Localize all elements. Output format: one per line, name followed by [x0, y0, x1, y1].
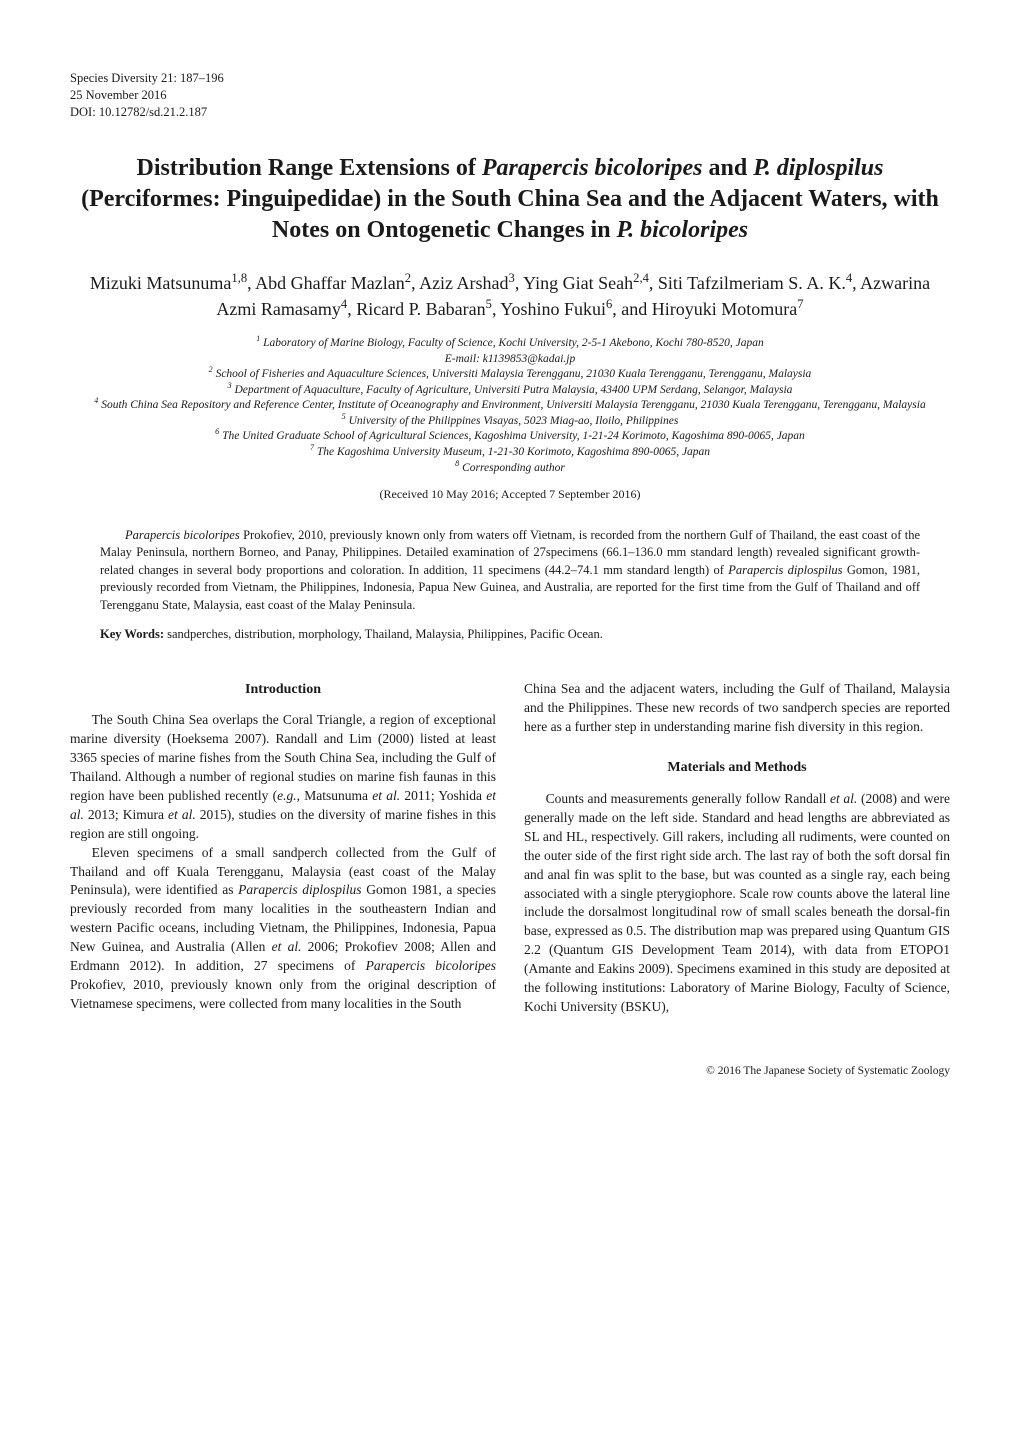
affiliation: 2 School of Fisheries and Aquaculture Sc…: [70, 367, 950, 383]
intro-paragraph: The South China Sea overlaps the Coral T…: [70, 711, 496, 843]
section-heading-methods: Materials and Methods: [524, 758, 950, 778]
author-list: Mizuki Matsunuma1,8, Abd Ghaffar Mazlan2…: [70, 270, 950, 322]
intro-paragraph: Eleven specimens of a small sandperch co…: [70, 844, 496, 1014]
methods-paragraph: Counts and measurements generally follow…: [524, 790, 950, 1017]
received-accepted: (Received 10 May 2016; Accepted 7 Septem…: [70, 486, 950, 503]
journal-name-vol: Species Diversity 21: 187–196: [70, 70, 950, 87]
journal-doi: DOI: 10.12782/sd.21.2.187: [70, 104, 950, 121]
affiliations-block: 1 Laboratory of Marine Biology, Faculty …: [70, 336, 950, 476]
section-heading-introduction: Introduction: [70, 680, 496, 700]
journal-meta: Species Diversity 21: 187–196 25 Novembe…: [70, 70, 950, 121]
body-columns: Introduction The South China Sea overlap…: [70, 680, 950, 1017]
affiliation: 1 Laboratory of Marine Biology, Faculty …: [70, 336, 950, 352]
affiliation-email: E-mail: k1139853@kadai.jp: [70, 352, 950, 368]
affiliation: 3 Department of Aquaculture, Faculty of …: [70, 383, 950, 399]
keywords-text: sandperches, distribution, morphology, T…: [167, 627, 603, 641]
affiliation: 5 University of the Philippines Visayas,…: [70, 414, 950, 430]
affiliation: 4 South China Sea Repository and Referen…: [70, 398, 950, 414]
affiliation: 6 The United Graduate School of Agricult…: [70, 429, 950, 445]
affiliation: 8 Corresponding author: [70, 461, 950, 477]
intro-paragraph-tail: China Sea and the adjacent waters, inclu…: [524, 680, 950, 737]
abstract: Parapercis bicoloripes Prokofiev, 2010, …: [100, 527, 920, 615]
affiliation: 7 The Kagoshima University Museum, 1-21-…: [70, 445, 950, 461]
journal-date: 25 November 2016: [70, 87, 950, 104]
keywords: Key Words: sandperches, distribution, mo…: [100, 626, 920, 644]
keywords-label: Key Words:: [100, 627, 164, 641]
article-title: Distribution Range Extensions of Paraper…: [70, 153, 950, 247]
copyright-footer: © 2016 The Japanese Society of Systemati…: [70, 1063, 950, 1079]
